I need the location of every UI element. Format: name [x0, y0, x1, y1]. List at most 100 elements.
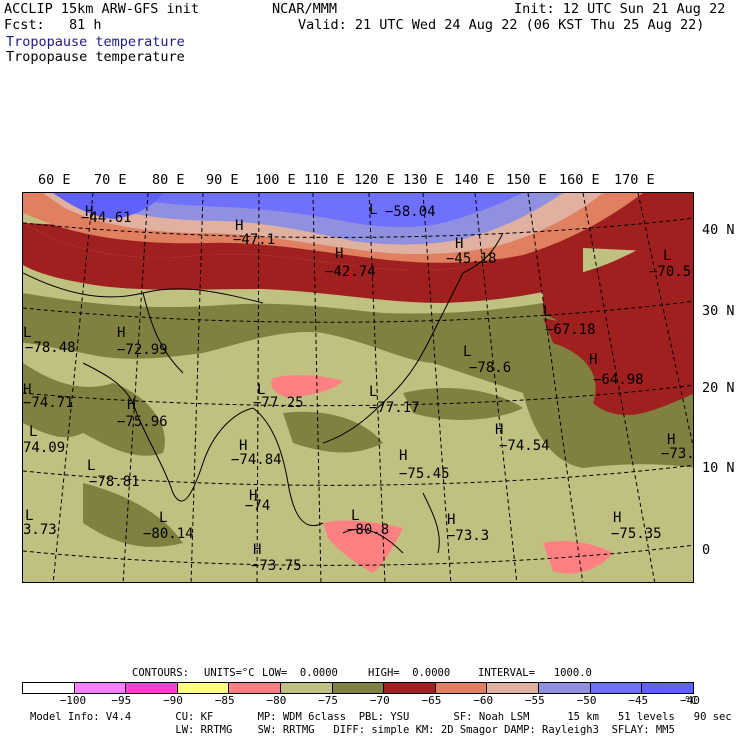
- colorbar-tick-label: −40: [680, 694, 700, 707]
- colorbar-tick-label: −45: [628, 694, 649, 707]
- colorbar-swatch: [539, 683, 591, 693]
- extremum-value: −77.25: [253, 395, 304, 411]
- field-title-contour: Tropopause temperature: [6, 49, 185, 65]
- extremum-marker: L: [351, 508, 360, 524]
- lat-label: 40 N: [702, 222, 735, 238]
- lon-label: 170 E: [614, 172, 655, 188]
- extremum-marker: H: [249, 488, 258, 504]
- extremum-marker: L: [369, 384, 378, 400]
- extremum-marker: L: [369, 202, 378, 218]
- lat-label: 10 N: [702, 460, 735, 476]
- lat-label: 20 N: [702, 380, 735, 396]
- lat-label: 30 N: [702, 303, 735, 319]
- cold-spot-borneo: [323, 520, 403, 573]
- extremum-value: −73.75: [251, 558, 302, 574]
- colorbar-swatch: [435, 683, 488, 693]
- shade-minus65-pacific: [543, 214, 693, 409]
- extremum-value: −42.74: [325, 264, 376, 280]
- contour-label: CONTOURS:: [132, 667, 189, 679]
- contour-interval: INTERVAL= 1000.0: [478, 667, 592, 679]
- colorbar-swatch: [384, 683, 436, 693]
- extremum-marker: L: [257, 382, 266, 398]
- colorbar-tick-label: °C: [684, 694, 698, 707]
- colorbar-swatch: [281, 683, 333, 693]
- colorbar-swatch: [74, 683, 127, 693]
- lon-label: 60 E: [38, 172, 71, 188]
- extremum-value: −78.48: [25, 340, 76, 356]
- colorbar-swatch: [590, 683, 643, 693]
- extremum-value: −78.6: [469, 360, 512, 376]
- extremum-marker: H: [23, 382, 32, 398]
- model-info-line1: Model Info: V4.4 CU: KF MP: WDM 6class P…: [30, 711, 732, 723]
- colorbar-tick-label: −100: [59, 694, 87, 707]
- olive-patch-westpac: [403, 388, 523, 420]
- olive-patch-indochina: [283, 411, 383, 453]
- extremum-marker: L: [463, 344, 472, 360]
- lon-label: 120 E: [354, 172, 395, 188]
- lon-label: 70 E: [94, 172, 127, 188]
- colorbar-tick-label: −50: [576, 694, 597, 707]
- tropopause-temperature-map: [23, 193, 693, 582]
- colorbar-tick-label: −60: [473, 694, 494, 707]
- valid-time: Valid: 21 UTC Wed 24 Aug 22 (06 KST Thu …: [298, 17, 705, 33]
- field-title-shaded: Tropopause temperature: [6, 34, 185, 50]
- colorbar-tick-label: −65: [421, 694, 442, 707]
- extremum-marker: L: [159, 510, 168, 526]
- extremum-marker: L: [29, 424, 38, 440]
- model-info-line2: LW: RRTMG SW: RRTMG DIFF: simple KM: 2D …: [30, 724, 675, 736]
- colorbar-swatch: [332, 683, 385, 693]
- extremum-value: −74.54: [499, 438, 550, 454]
- lon-label: 160 E: [559, 172, 600, 188]
- olive-patch-southwest: [83, 483, 183, 547]
- olive-patch-west: [23, 363, 165, 456]
- shade-minus40-minus45: [53, 193, 163, 219]
- colorbar-swatch: [126, 683, 178, 693]
- lon-label: 100 E: [255, 172, 296, 188]
- extremum-value: −47.1: [233, 232, 276, 248]
- extremum-marker: H: [239, 438, 248, 454]
- lat-label: 0: [702, 542, 711, 558]
- extremum-value: −72.99: [117, 342, 168, 358]
- colorbar-tick-label: −95: [111, 694, 132, 707]
- colorbar-swatch: [229, 683, 282, 693]
- extremum-value: −44.61: [81, 210, 132, 226]
- shade-minus70-minus75: [23, 253, 693, 468]
- init-time: Init: 12 UTC Sun 21 Aug 22: [514, 1, 726, 17]
- lon-label: 150 E: [506, 172, 547, 188]
- lon-label: 130 E: [403, 172, 444, 188]
- coastlines: [23, 232, 504, 554]
- extremum-marker: H: [85, 204, 94, 220]
- lon-label: 90 E: [206, 172, 239, 188]
- extremum-value: −45.18: [446, 251, 497, 267]
- extremum-value: −74.84: [231, 452, 282, 468]
- colorbar-tick-label: −85: [214, 694, 235, 707]
- colorbar-swatch: [23, 683, 75, 693]
- contour-units: UNITS=°C: [204, 667, 255, 679]
- extremum-marker: H: [117, 325, 126, 341]
- colorbar: [22, 682, 694, 694]
- extremum-value: −80.14: [143, 526, 194, 542]
- shade-minus65-band: [23, 217, 583, 303]
- extremum-marker: L: [663, 248, 672, 264]
- extremum-value: −80.8: [347, 522, 390, 538]
- lon-label: 110 E: [304, 172, 345, 188]
- extremum-marker: L: [543, 304, 552, 320]
- extremum-marker: H: [495, 422, 504, 438]
- extremum-marker: L: [23, 325, 32, 341]
- cold-spot-pacific: [543, 541, 613, 574]
- extremum-marker: H: [613, 510, 622, 526]
- extremum-value: −77.17: [369, 400, 420, 416]
- lat-lon-grid: [23, 193, 693, 582]
- organization-label: NCAR/MMM: [272, 1, 338, 17]
- lon-label: 140 E: [454, 172, 495, 188]
- extremum-marker: H: [235, 218, 244, 234]
- extremum-marker: H: [455, 236, 464, 252]
- lon-label: 80 E: [152, 172, 185, 188]
- extremum-marker: H: [447, 512, 456, 528]
- extremum-marker: L: [87, 458, 96, 474]
- colorbar-tick-label: −55: [524, 694, 545, 707]
- forecast-hour: Fcst: 81 h: [4, 17, 102, 33]
- colorbar-swatch: [642, 683, 693, 693]
- colorbar-tick-label: −90: [163, 694, 183, 707]
- extremum-value: −74: [245, 498, 271, 514]
